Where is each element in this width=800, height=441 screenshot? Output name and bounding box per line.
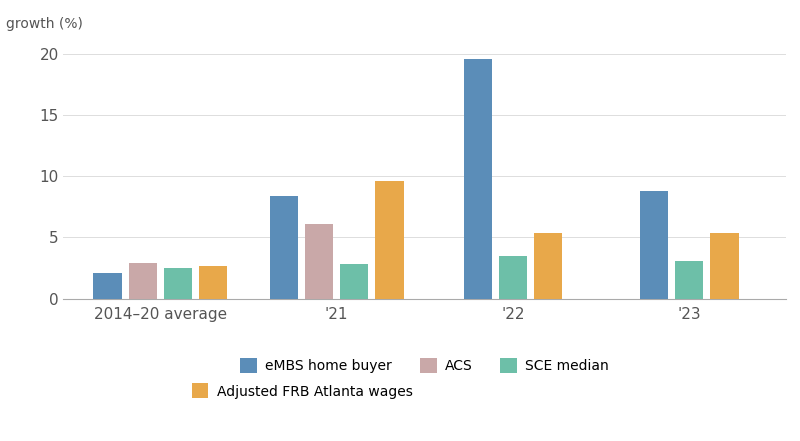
Bar — [94, 273, 122, 299]
Bar — [164, 268, 192, 299]
Bar — [199, 265, 227, 299]
Bar — [534, 232, 562, 299]
Bar — [340, 265, 369, 299]
Bar — [710, 232, 738, 299]
Legend: Adjusted FRB Atlanta wages: Adjusted FRB Atlanta wages — [186, 378, 418, 404]
Bar — [463, 59, 492, 299]
Bar — [305, 224, 333, 299]
Text: growth (%): growth (%) — [6, 17, 82, 31]
Bar — [675, 261, 703, 299]
Bar — [375, 181, 404, 299]
Bar — [499, 256, 527, 299]
Bar — [129, 263, 157, 299]
Bar — [640, 191, 668, 299]
Bar — [270, 196, 298, 299]
